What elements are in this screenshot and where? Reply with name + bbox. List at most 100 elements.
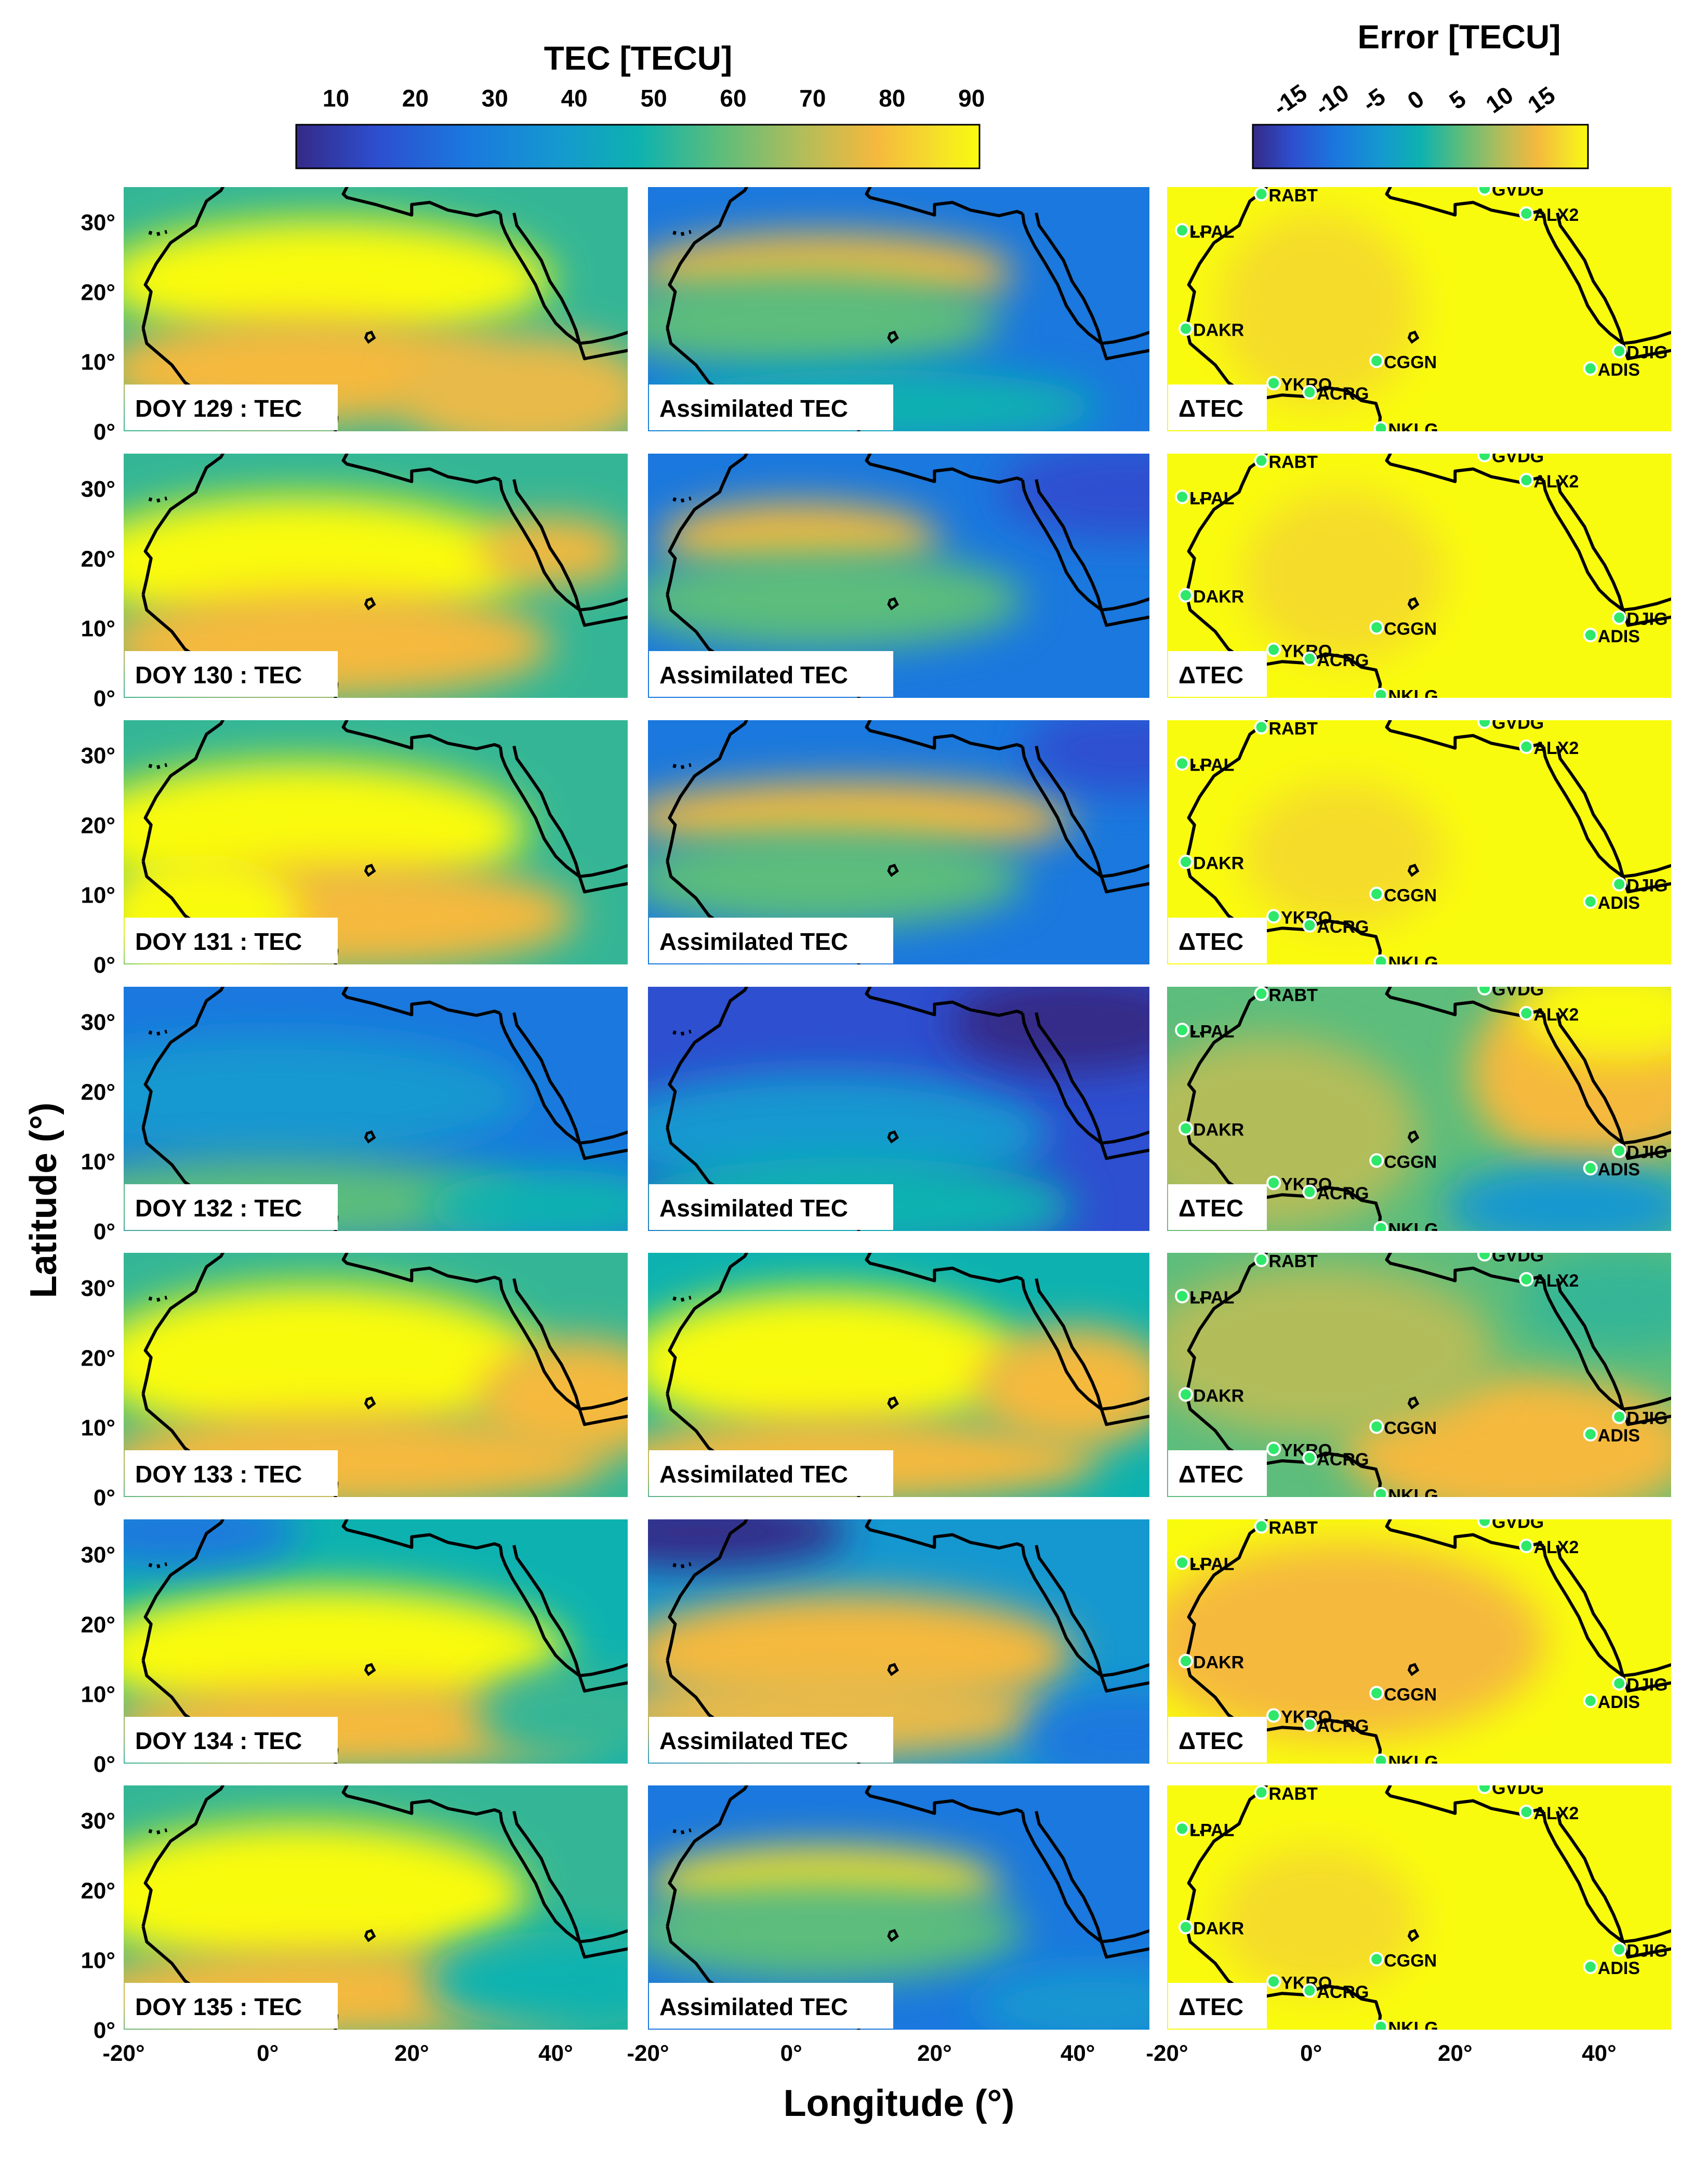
- colorbar-tick-label: -5: [1357, 83, 1390, 117]
- station-marker: [1477, 187, 1492, 196]
- panel-label-box: [649, 1983, 893, 2029]
- station-label: CGGN: [1384, 885, 1437, 905]
- station-label: ACRG: [1317, 651, 1369, 670]
- coastline: [666, 1785, 749, 1927]
- station-marker: [1612, 343, 1627, 359]
- station-label: ACRG: [1317, 1716, 1369, 1736]
- station-label: DAKR: [1193, 1120, 1244, 1140]
- colorbar-tick-label: 60: [720, 85, 746, 112]
- coastline: [1185, 327, 1382, 431]
- lake-chad: [1407, 1929, 1420, 1942]
- coastline: [1542, 213, 1624, 345]
- coastline: [1035, 1012, 1103, 1144]
- station-label: DAKR: [1193, 587, 1244, 607]
- lake-chad: [1407, 1396, 1420, 1410]
- tec-colorbar-title: TEC [TECU]: [544, 39, 733, 77]
- station-label: ADIS: [1598, 1160, 1640, 1180]
- station-label: NKLG: [1388, 1486, 1438, 1506]
- x-axis-label: Longitude (°): [784, 2083, 1015, 2124]
- station-label: LPAL: [1189, 488, 1234, 508]
- station-marker: [1612, 1676, 1627, 1691]
- canary-islands: [1191, 230, 1211, 236]
- station-marker: [1266, 1708, 1281, 1723]
- lake-chad: [1407, 330, 1420, 344]
- coastline: [512, 213, 581, 344]
- panel-r2-c0: DOY 131 : TEC: [124, 720, 628, 964]
- coastline: [666, 987, 749, 1128]
- coastline: [141, 454, 225, 595]
- heatmap-blob: [1242, 490, 1445, 661]
- coastline: [341, 1253, 501, 1283]
- colorbar-tick-label: 10: [1481, 81, 1518, 118]
- error-colorbar-title: Error [TECU]: [1357, 18, 1560, 56]
- coastline: [578, 1675, 628, 1693]
- colorbar-tick-label: 5: [1445, 85, 1471, 114]
- colorbar-tick-label: 15: [1522, 81, 1560, 118]
- station-label: ADIS: [1598, 1426, 1640, 1446]
- x-tick-label: 20°: [394, 2041, 429, 2066]
- panel-label-box: [125, 1717, 338, 1763]
- station-marker: [1175, 489, 1190, 505]
- y-tick-label: 0°: [94, 2018, 115, 2043]
- lake-chad: [887, 864, 899, 877]
- coastline: [1185, 454, 1268, 595]
- heatmap-blob: [1520, 1253, 1671, 1351]
- station-label: ACRG: [1317, 1450, 1369, 1469]
- station-marker: [1175, 1821, 1190, 1836]
- lake-chad: [887, 330, 899, 344]
- panel-label: ΔTEC: [1179, 1195, 1243, 1222]
- station-marker: [1519, 1539, 1534, 1554]
- station-marker: [1477, 1785, 1492, 1794]
- coastline: [579, 864, 628, 878]
- heatmap-blob: [1024, 720, 1149, 793]
- station-label: ACRG: [1317, 1184, 1369, 1203]
- coastline: [1622, 597, 1671, 612]
- y-tick-label: 0°: [94, 419, 115, 445]
- canary-islands: [1191, 496, 1211, 503]
- station-marker: [1254, 720, 1269, 735]
- coastline: [865, 1519, 1024, 1550]
- station-marker: [1369, 1952, 1384, 1967]
- coastline: [1622, 1929, 1671, 1943]
- station-marker: [1583, 894, 1598, 909]
- station-marker: [1373, 687, 1388, 698]
- station-label: RABT: [1269, 719, 1318, 738]
- y-tick-label: 20°: [81, 1345, 115, 1371]
- coastline: [1542, 1279, 1624, 1411]
- station-marker: [1254, 1785, 1269, 1800]
- coastline: [578, 1941, 628, 1959]
- coastline: [1622, 1130, 1671, 1145]
- coastline: [1021, 1013, 1103, 1145]
- heatmap-blob: [124, 1036, 527, 1158]
- canary-islands: [148, 496, 168, 503]
- coastline: [579, 597, 628, 612]
- lake-chad: [887, 597, 899, 611]
- y-tick-label: 0°: [94, 686, 115, 711]
- station-label: ALX2: [1533, 1804, 1579, 1823]
- station-marker: [1266, 909, 1281, 924]
- station-marker: [1369, 620, 1384, 635]
- heatmap-blob: [974, 1326, 1149, 1448]
- panel-label-box: [649, 1184, 893, 1230]
- coastline: [1185, 720, 1268, 862]
- canary-islands: [672, 1828, 692, 1835]
- station-marker: [1175, 1023, 1190, 1038]
- station-label: GVDG: [1492, 1513, 1544, 1532]
- coastline: [1100, 1142, 1149, 1160]
- panel-label-box: [125, 385, 338, 430]
- panel-label: DOY 130 : TEC: [135, 661, 302, 689]
- coastline: [498, 480, 581, 612]
- station-marker: [1179, 1653, 1194, 1669]
- lake-chad: [887, 1663, 899, 1676]
- station-label: ALX2: [1533, 1271, 1579, 1291]
- coastline: [1100, 876, 1149, 894]
- coastline: [141, 720, 225, 862]
- colorbar-tick-label: 50: [640, 85, 667, 112]
- coastline: [512, 746, 581, 877]
- station-label: DAKR: [1193, 854, 1244, 873]
- heatmap-blob: [648, 1883, 1024, 1981]
